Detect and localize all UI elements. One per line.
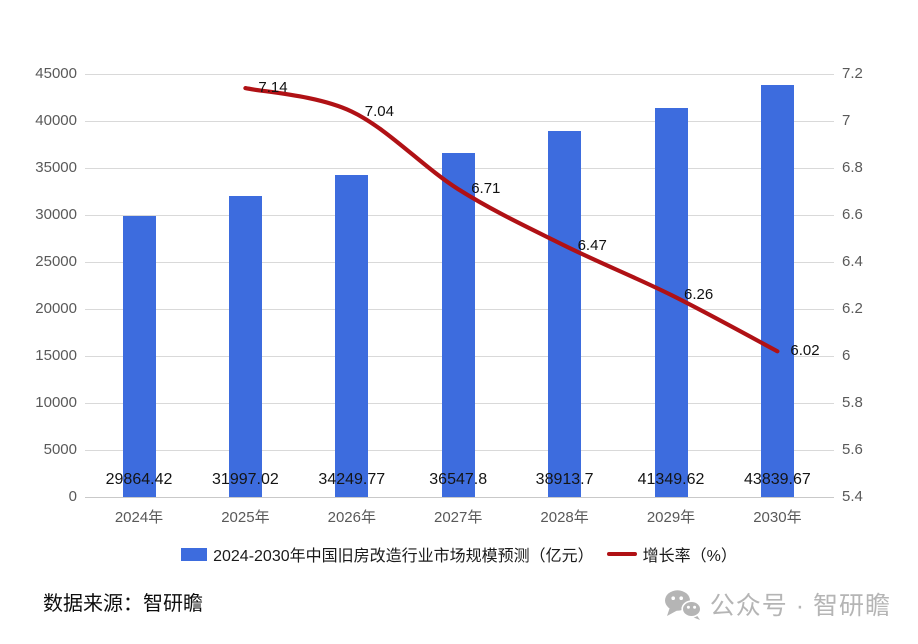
y-axis-label-right: 7.2 <box>842 65 863 82</box>
bar <box>228 196 262 497</box>
x-axis-label: 2024年 <box>114 509 164 526</box>
x-axis-label: 2030年 <box>753 509 802 526</box>
y-axis-label-left: 5000 <box>43 441 77 458</box>
growth-value-label: 6.47 <box>577 236 607 254</box>
y-axis-label-left: 25000 <box>35 253 77 270</box>
x-axis-label: 2027年 <box>434 509 483 526</box>
bar-series-label: 2024-2030年中国旧房改造行业市场规模预测（亿元） <box>213 548 594 565</box>
growth-value-label: 6.26 <box>684 285 714 303</box>
bar <box>122 216 156 497</box>
growth-value-label: 7.04 <box>364 102 394 120</box>
y-axis-label-right: 6.8 <box>842 159 863 176</box>
y-axis-label-right: 5.4 <box>842 488 863 505</box>
y-axis-label-right: 5.6 <box>842 441 863 458</box>
y-axis-label-left: 40000 <box>35 112 77 129</box>
bar-value-label: 36547.8 <box>429 471 488 488</box>
bar-value-label: 38913.7 <box>535 471 594 488</box>
x-axis-label: 2028年 <box>540 509 589 526</box>
watermark-text: 公众号 · 智研瞻 <box>709 592 891 620</box>
y-axis-label-left: 0 <box>68 488 77 505</box>
bar-value-label: 43839.67 <box>744 471 811 488</box>
y-axis-label-right: 7 <box>842 112 851 129</box>
y-axis-label-right: 5.8 <box>842 394 863 411</box>
y-axis-label-right: 6.4 <box>842 253 863 270</box>
growth-value-label: 6.02 <box>790 342 820 360</box>
bar-series-swatch <box>181 547 208 561</box>
y-axis-label-left: 45000 <box>35 65 77 82</box>
bar <box>441 153 475 497</box>
y-axis-label-left: 10000 <box>35 394 77 411</box>
x-axis-label: 2026年 <box>327 509 376 526</box>
x-axis-label: 2025年 <box>221 509 270 526</box>
bar <box>335 175 369 497</box>
bar <box>760 84 794 497</box>
y-axis-label-right: 6.2 <box>842 300 863 317</box>
x-axis-label: 2029年 <box>646 509 696 526</box>
bar-value-label: 34249.77 <box>318 471 386 488</box>
gridline <box>85 74 834 75</box>
bar <box>654 108 688 497</box>
y-axis-label-right: 6.6 <box>842 206 863 223</box>
bar-value-label: 29864.42 <box>105 471 173 488</box>
legend: 2024-2030年中国旧房改造行业市场规模预测（亿元） 增长率（%） <box>0 544 918 565</box>
y-axis-label-right: 6 <box>842 347 851 364</box>
growth-value-label: 7.14 <box>258 79 288 97</box>
y-axis-label-left: 35000 <box>35 159 77 176</box>
line-series-swatch <box>606 551 637 557</box>
y-axis-label-left: 15000 <box>35 347 77 364</box>
line-series-label: 增长率（%） <box>642 548 737 565</box>
y-axis-label-left: 20000 <box>35 300 77 317</box>
gridline <box>85 121 834 122</box>
bar <box>548 131 582 497</box>
watermark: 公众号 · 智研瞻 <box>664 586 891 622</box>
data-source-text: 数据来源：智研瞻 <box>43 593 203 615</box>
bar-value-label: 31997.02 <box>212 471 279 488</box>
bar-value-label: 41349.62 <box>637 471 705 488</box>
y-axis-label-left: 30000 <box>35 206 77 223</box>
growth-value-label: 6.71 <box>471 180 501 198</box>
gridline <box>85 497 834 498</box>
wechat-icon <box>664 589 702 620</box>
